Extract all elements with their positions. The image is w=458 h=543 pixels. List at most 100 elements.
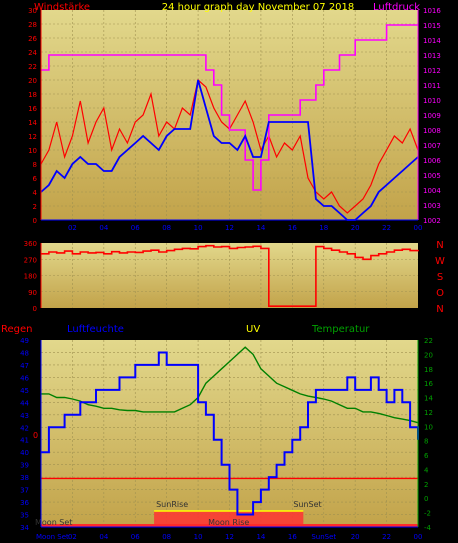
compass-letter: N [436, 304, 443, 315]
x-tick-label: 06 [131, 224, 140, 232]
x-tick-label: 16 [288, 224, 297, 232]
pressure-tick-label: 1010 [423, 97, 441, 105]
temperature-tick-label: 22 [424, 337, 433, 345]
x-tick-label: 10 [194, 533, 203, 541]
pressure-tick-label: 1016 [423, 7, 441, 15]
temperature-tick-label: 4 [424, 466, 429, 474]
wind-tick-label: 28 [28, 21, 37, 29]
rain-zero-label: 0 [33, 431, 38, 440]
pressure-tick-label: 1014 [423, 37, 441, 45]
temperature-tick-label: 18 [424, 366, 433, 374]
humidity-line [41, 351, 419, 516]
wind-tick-label: 12 [28, 133, 37, 141]
x-tick-label: 00 [414, 533, 423, 541]
moonset-label: Moon Set [35, 518, 72, 527]
wind-tick-label: 2 [33, 203, 37, 211]
sun-band: SunRise SunSet Moon Set Moon Rise [35, 500, 418, 527]
wind-direction-series [41, 244, 419, 308]
wind-direction-line [41, 244, 419, 308]
pressure-y-axis: 1002 1003 1004 1005 1006 1007 1008 1009 1010 1011… [417, 7, 441, 225]
x-tick-label: 10 [194, 224, 203, 232]
humidity-tick-label: 37 [20, 487, 29, 495]
direction-tick-label: 360 [24, 240, 37, 248]
pressure-tick-label: 1005 [423, 172, 441, 180]
humidity-tick-label: 38 [20, 474, 29, 482]
wind-tick-label: 10 [28, 147, 37, 155]
x-tick-label: 02 [68, 224, 77, 232]
pressure-tick-label: 1012 [423, 67, 441, 75]
temperature-tick-label: -4 [424, 524, 432, 532]
wind-tick-label: 14 [28, 119, 37, 127]
temperature-tick-label: 2 [424, 481, 428, 489]
direction-tick-label: 180 [24, 273, 37, 281]
wind-tick-label: 6 [33, 175, 38, 183]
pressure-tick-label: 1002 [423, 217, 441, 225]
pressure-tick-label: 1015 [423, 22, 441, 30]
humidity-temp-series [41, 346, 419, 516]
pressure-tick-label: 1011 [423, 82, 441, 90]
pressure-tick-label: 1013 [423, 52, 441, 60]
humidity-tick-label: 47 [20, 362, 29, 370]
wind-tick-label: 16 [28, 105, 37, 113]
x-tick-label: 08 [162, 533, 171, 541]
humidity-tick-label: 44 [20, 399, 29, 407]
wind-tick-label: 30 [28, 7, 37, 15]
humidity-tick-label: 40 [20, 449, 29, 457]
wind-direction-y-axis: 0 90 180 270 360 [24, 240, 42, 313]
temperature-tick-label: 20 [424, 351, 433, 359]
x-tick-label: 02 [68, 533, 77, 541]
temperature-line [41, 346, 419, 424]
moonrise-label: Moon Rise [208, 518, 249, 527]
wind-tick-label: 26 [28, 35, 37, 43]
wind-tick-label: 18 [28, 91, 37, 99]
humidity-tick-label: 45 [20, 387, 29, 395]
humidity-tick-label: 43 [20, 412, 29, 420]
temperature-tick-label: 0 [424, 495, 428, 503]
pressure-tick-label: 1009 [423, 112, 441, 120]
pressure-axis-title: Luftdruck [373, 2, 420, 13]
x-tick-label: 06 [131, 533, 140, 541]
daylight-band [154, 511, 304, 527]
compass-letter: S [437, 272, 443, 283]
x-tick-label: 22 [382, 224, 391, 232]
x-tick-label: 22 [382, 533, 391, 541]
temperature-tick-label: 8 [424, 438, 428, 446]
x-tick-label: 08 [162, 224, 171, 232]
sunset-label: SunSet [293, 500, 321, 509]
direction-tick-label: 90 [28, 289, 37, 297]
pressure-tick-label: 1004 [423, 187, 441, 195]
humidity-tick-label: 42 [20, 424, 29, 432]
x-tick-label: 12 [225, 533, 234, 541]
sunrise-label: SunRise [156, 500, 188, 509]
wind-axis-title: Windstärke [34, 2, 90, 13]
x-tick-label: 04 [99, 224, 108, 232]
humidity-tick-label: 35 [20, 512, 29, 520]
temperature-tick-label: 6 [424, 452, 429, 460]
direction-tick-label: 0 [33, 305, 37, 313]
compass-letter: O [436, 288, 444, 299]
x-tick-label: 18 [319, 224, 328, 232]
humidity-y-axis: 34 35 36 37 38 39 40 41 42 43 44 45 46 47 48 49 [20, 337, 42, 532]
pressure-tick-label: 1007 [423, 142, 441, 150]
compass-letter: N [436, 240, 443, 251]
x-tick-label: 14 [256, 224, 265, 232]
x-tick-label: 16 [288, 533, 297, 541]
wind-direction-grid [41, 243, 418, 308]
temperature-tick-label: 10 [424, 423, 433, 431]
wind-tick-label: 8 [33, 161, 37, 169]
humidity-tick-label: 48 [20, 349, 29, 357]
pressure-line [41, 24, 418, 191]
temperature-label: Temperatur [311, 324, 370, 335]
pressure-tick-label: 1008 [423, 127, 441, 135]
direction-tick-label: 270 [24, 256, 37, 264]
humidity-tick-label: 39 [20, 462, 29, 470]
humidity-tick-label: 36 [20, 499, 29, 507]
temperature-tick-label: -2 [424, 510, 431, 518]
x-tick-label: 20 [351, 224, 360, 232]
x-tick-label: SunSet [311, 533, 336, 541]
humidity-label: Luftfeuchte [67, 324, 124, 335]
